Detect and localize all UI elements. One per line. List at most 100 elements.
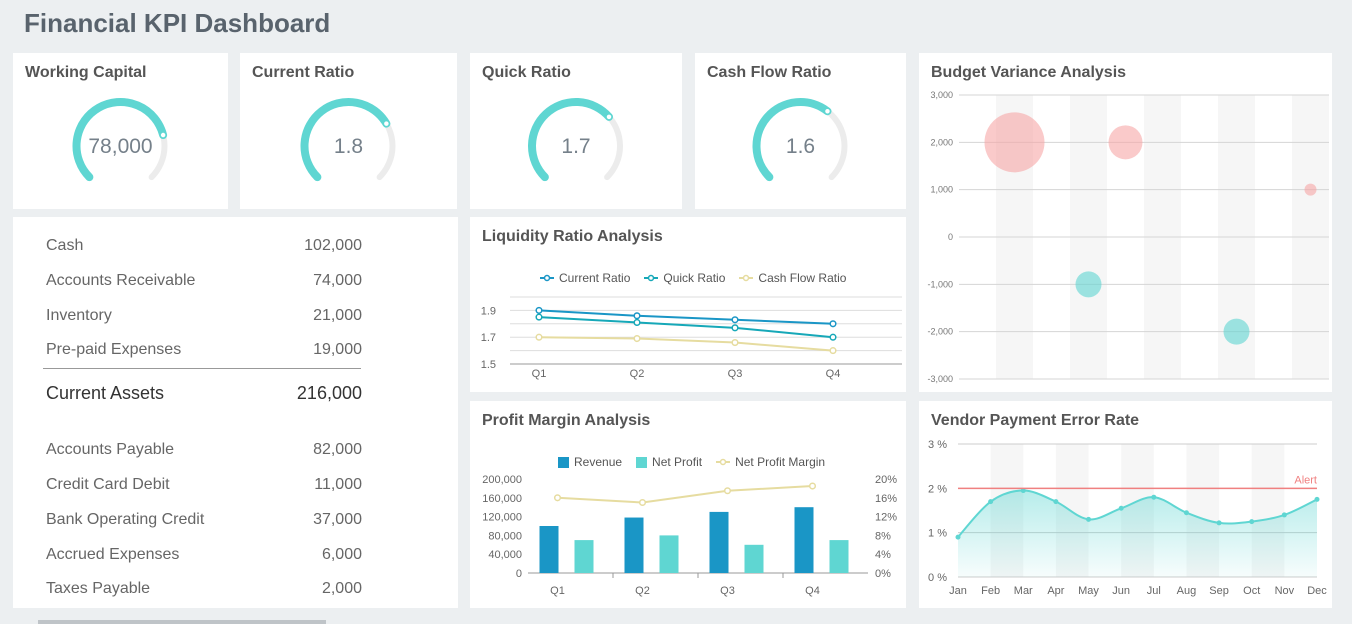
liquidity-line-chart: 1.9 1.7 1.5 Q1 Q2 Q3 Q4 [481,296,902,380]
legend-item[interactable]: Current Ratio [540,271,630,285]
bar-swatch-icon [636,456,648,468]
vendor-area-chart: 3 % 2 % 1 % 0 % Alert Jan Feb Mar Apr May Jun Jul Au… [928,439,1327,597]
gauge-value: 1.6 [785,135,816,158]
chart-title: Vendor Payment Error Rate [931,412,1140,429]
y-tick-label: 1.9 [481,305,496,317]
x-tick-label: Jul [1147,585,1161,597]
x-tick-label: May [1078,585,1099,597]
gauge-card-current-ratio: Current Ratio 1.8 [240,53,457,209]
row-value: 19,000 [313,341,362,358]
data-point [731,339,739,347]
x-tick-label: Mar [1014,585,1033,597]
y-tick-label: 0 % [928,572,947,584]
data-point [535,313,543,321]
x-tick-label: Q4 [805,585,820,597]
legend-item[interactable]: Quick Ratio [644,271,725,285]
gauge-value: 1.7 [561,135,591,158]
gauge-title: Working Capital [25,64,147,81]
alert-label: Alert [1294,474,1317,486]
row-label: Taxes Payable [46,580,151,597]
row-label: Bank Operating Credit [46,511,205,528]
y-tick-label: 0 [948,232,953,242]
gauge-card-quick-ratio: Quick Ratio 1.7 [470,53,682,209]
row-value: 74,000 [313,272,362,289]
line-marker-icon [644,274,659,282]
data-point [1183,510,1189,516]
x-tick-label: Dec [1307,585,1327,597]
gauge-fill [752,98,832,182]
legend-label: Net Profit Margin [735,455,826,469]
data-point [1086,516,1092,522]
row-label: Current Assets [46,383,165,403]
profit-chart-card: Profit Margin Analysis Revenue Net Profi… [470,401,906,608]
y-tick-label: 1.5 [481,359,496,371]
bubble [1108,125,1143,160]
data-point [731,324,739,332]
gauge-card-working-capital: Working Capital 78,000 [13,53,228,209]
row-label: Credit Card Debit [46,476,170,493]
data-point [1118,505,1124,511]
y2-tick-label: 16% [875,493,897,505]
bubble [1304,183,1317,196]
series-line [538,316,834,339]
series-line [538,309,834,325]
bar [659,535,679,573]
y-tick-label: 3 % [928,439,947,451]
legend-item[interactable]: Net Profit [636,455,702,469]
gauge-current-ratio [300,98,396,182]
legend-label: Current Ratio [559,271,631,285]
legend-item[interactable]: Revenue [558,455,622,469]
y-tick-label: -1,000 [927,279,953,289]
y-tick-label: 3,000 [930,90,953,100]
line-marker-icon [739,274,754,282]
horizontal-scrollbar[interactable] [38,620,326,624]
row-label: Accounts Payable [46,441,175,458]
data-point [731,316,739,324]
y2-tick-label: 20% [875,474,897,486]
data-point [1020,488,1026,494]
gauge-quick-ratio [528,98,623,182]
data-point [1314,496,1320,502]
row-label: Accounts Receivable [46,272,196,289]
data-point [1053,499,1059,505]
x-tick-label: Jan [949,585,967,597]
row-value: 21,000 [313,307,362,324]
bar [794,507,814,573]
data-point [723,487,732,495]
gauge-fill [72,98,168,182]
data-point [633,334,641,343]
y-tick-label: 200,000 [482,474,522,486]
area-line [957,489,1318,538]
gauge-title: Cash Flow Ratio [707,64,832,81]
legend-label: Net Profit [652,455,703,469]
y2-tick-label: 4% [875,549,891,561]
data-point [1216,520,1222,526]
gauge-handle [159,131,167,139]
x-tick-label: Q1 [550,585,565,597]
line-marker-icon [540,274,554,282]
dashboard-title: Financial KPI Dashboard [24,8,331,38]
gauge-fill [300,98,391,182]
data-point [535,333,543,341]
legend-item[interactable]: Net Profit Margin [716,455,825,469]
x-tick-label: Q2 [630,368,645,380]
bar [624,517,644,573]
bar [539,526,559,573]
data-point [1151,494,1157,500]
data-point [808,482,817,490]
bubble [984,112,1045,173]
gauge-card-cash-flow-ratio: Cash Flow Ratio 1.6 [695,53,906,209]
data-point [829,347,837,355]
gauge-value: 78,000 [88,135,153,158]
bar-swatch-icon [558,456,569,468]
row-value: 11,000 [314,476,362,493]
bar [829,540,849,573]
line-marker-icon [716,458,731,466]
row-value: 82,000 [313,441,362,458]
x-tick-label: Aug [1177,585,1197,597]
legend-item[interactable]: Cash Flow Ratio [739,271,846,285]
row-value: 6,000 [321,546,362,563]
series-line [538,336,834,352]
chart-legend: Current Ratio Quick Ratio Cash Flow Rati… [540,271,846,285]
x-tick-label: Nov [1275,585,1295,597]
